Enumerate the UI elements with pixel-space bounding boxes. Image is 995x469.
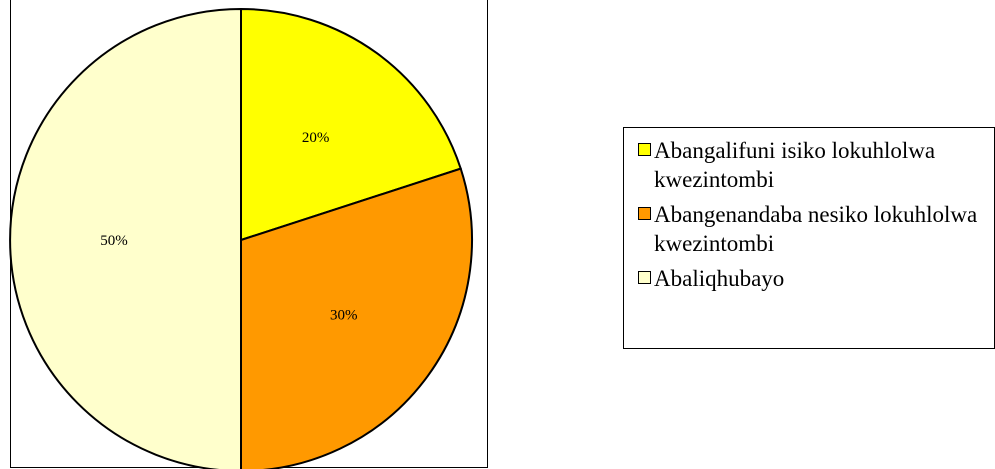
slice-data-label: 30% xyxy=(330,308,358,324)
pie-slice xyxy=(240,167,473,469)
legend-swatch xyxy=(638,207,651,220)
legend-label: Abangenandaba nesiko lokuhlolwa kwezinto… xyxy=(654,202,978,256)
legend-label: Abangalifuni isiko lokuhlolwa kwezintomb… xyxy=(654,138,936,192)
legend: Abangalifuni isiko lokuhlolwa kwezintomb… xyxy=(623,127,995,349)
slice-data-label: 50% xyxy=(100,233,128,249)
legend-swatch xyxy=(638,143,651,156)
legend-swatch xyxy=(638,271,651,284)
pie-slice xyxy=(240,7,462,242)
legend-item: Abaliqhubayo xyxy=(638,264,990,293)
slice-data-label: 20% xyxy=(302,130,330,146)
legend-item: Abangalifuni isiko lokuhlolwa kwezintomb… xyxy=(638,136,990,194)
pie-slice xyxy=(9,7,242,469)
legend-label: Abaliqhubayo xyxy=(654,266,785,291)
legend-item: Abangenandaba nesiko lokuhlolwa kwezinto… xyxy=(638,200,990,258)
